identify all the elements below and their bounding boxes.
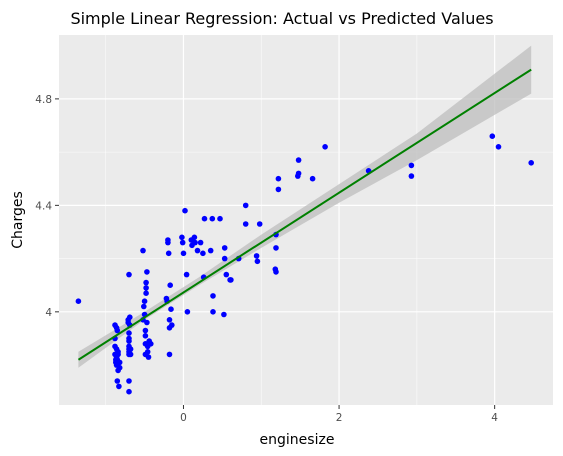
data-point	[165, 250, 172, 257]
data-point	[528, 160, 534, 166]
data-point	[221, 245, 228, 251]
x-tick-label: 0	[180, 412, 187, 424]
data-points	[75, 133, 534, 395]
data-point	[126, 338, 132, 344]
y-tick-label: 4.8	[35, 94, 52, 106]
data-point	[179, 234, 185, 241]
data-point	[192, 239, 198, 246]
data-point	[242, 202, 249, 209]
data-point	[295, 157, 302, 163]
data-point	[166, 317, 173, 323]
x-axis-title: enginesize	[260, 432, 335, 448]
data-point	[223, 271, 230, 278]
data-point	[143, 285, 149, 291]
data-point	[143, 279, 149, 286]
data-point	[228, 277, 234, 283]
y-tick-label: 4	[45, 307, 52, 319]
data-point	[145, 354, 152, 360]
data-point	[275, 186, 282, 193]
data-point	[75, 298, 82, 305]
data-point	[209, 215, 216, 222]
data-point	[143, 290, 149, 297]
data-point	[144, 269, 150, 275]
x-axis-ticks: 0 2 4	[180, 405, 498, 424]
data-point	[253, 253, 260, 259]
data-point	[322, 144, 328, 150]
data-point	[116, 359, 123, 366]
data-point	[221, 311, 227, 318]
data-point	[114, 378, 121, 384]
regression-line	[77, 68, 532, 361]
data-point	[495, 144, 502, 150]
data-point	[256, 221, 263, 227]
data-point	[144, 349, 151, 355]
data-point	[221, 255, 228, 262]
data-point	[408, 173, 415, 179]
data-point	[200, 250, 206, 257]
data-point	[115, 349, 121, 355]
y-axis-title: Charges	[10, 191, 26, 249]
data-point	[217, 215, 223, 222]
data-point	[182, 207, 188, 214]
data-point	[295, 170, 302, 177]
data-point	[183, 271, 190, 278]
data-point	[179, 239, 186, 246]
data-point	[116, 364, 123, 371]
data-point	[142, 333, 149, 339]
data-point	[116, 383, 122, 390]
data-point	[242, 221, 249, 227]
data-point	[201, 215, 208, 222]
data-point	[167, 282, 173, 289]
data-point	[114, 327, 121, 334]
data-point	[180, 250, 187, 257]
data-point	[275, 175, 282, 182]
data-point	[126, 271, 132, 278]
data-point	[140, 247, 146, 254]
data-point	[191, 234, 198, 241]
data-point	[197, 239, 204, 246]
data-point	[207, 247, 214, 254]
data-point	[127, 314, 133, 321]
y-axis-ticks: 4 4.4 4.8	[35, 94, 59, 319]
fit-line-group	[77, 68, 532, 361]
data-point	[194, 247, 201, 254]
data-point	[169, 322, 175, 328]
data-point	[127, 346, 134, 352]
data-point	[254, 258, 261, 265]
data-point	[126, 378, 132, 384]
data-point	[489, 133, 496, 139]
y-tick-label: 4.4	[35, 200, 52, 212]
data-point	[168, 306, 174, 313]
data-point	[141, 303, 147, 310]
data-point	[210, 309, 216, 315]
data-point	[141, 298, 148, 305]
data-point	[126, 388, 132, 395]
data-point	[165, 239, 171, 246]
chart-title: Simple Linear Regression: Actual vs Pred…	[70, 9, 493, 28]
x-tick-label: 4	[491, 412, 498, 424]
data-point	[126, 330, 132, 336]
data-point	[127, 351, 134, 358]
data-point	[148, 341, 154, 347]
data-point	[184, 309, 191, 315]
data-point	[273, 269, 279, 275]
data-point	[144, 319, 150, 326]
data-point	[309, 175, 316, 182]
data-point	[408, 162, 415, 169]
data-point	[210, 293, 216, 299]
data-point	[273, 245, 279, 251]
data-point	[166, 351, 173, 358]
data-point	[142, 327, 149, 334]
x-tick-label: 2	[336, 412, 343, 424]
